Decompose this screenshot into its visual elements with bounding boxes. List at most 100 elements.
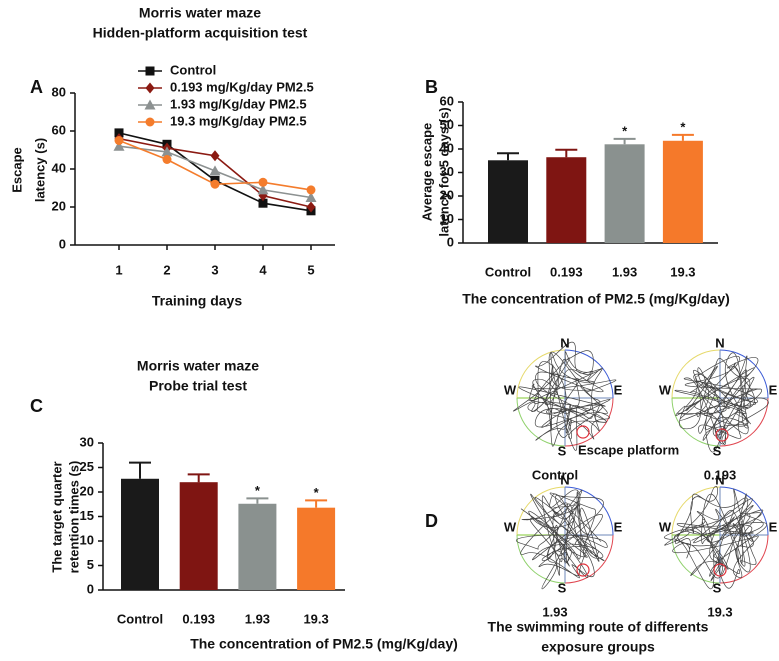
y-tick-label: 60 (52, 122, 66, 137)
y-tick-label: 0 (59, 236, 66, 251)
legend-label: 0.193 mg/Kg/day PM2.5 (170, 79, 314, 94)
compass-letter: W (504, 519, 517, 534)
x-tick-label: 4 (259, 262, 267, 277)
x-axis-label: Training days (152, 293, 242, 309)
y-tick-label: 40 (440, 140, 454, 155)
platform (576, 563, 590, 577)
x-tick-label: 0.193 (182, 611, 215, 626)
y-axis-label: latency (s) (32, 138, 47, 202)
panel-letter: D (425, 511, 438, 531)
compass-letter: S (713, 443, 722, 458)
chart-title: Probe trial test (149, 378, 247, 394)
marker (162, 155, 172, 164)
error-bar (671, 133, 694, 141)
marker (257, 184, 269, 195)
pool-arc (516, 349, 566, 399)
x-tick-label: Control (485, 264, 531, 279)
pool-arc (719, 534, 769, 584)
marker (306, 185, 316, 195)
significance: * (314, 485, 320, 500)
y-tick-label: 5 (87, 557, 94, 572)
marker (210, 150, 220, 162)
legend-label: 1.93 mg/Kg/day PM2.5 (170, 96, 307, 111)
x-axis-label: The concentration of PM2.5 (mg/Kg/day) (190, 636, 458, 652)
compass-letter: E (614, 382, 623, 397)
bar (604, 144, 645, 243)
swim-route (674, 352, 769, 453)
significance: * (255, 483, 261, 498)
error-bar (555, 148, 578, 158)
y-tick-label: 10 (80, 532, 94, 547)
platform-label: Escape platform (578, 442, 679, 457)
x-tick-label: 19.3 (670, 264, 695, 279)
pool-arc (516, 397, 566, 447)
compass-letter: N (560, 472, 569, 487)
y-tick-label: 40 (52, 160, 66, 175)
y-tick-label: 10 (440, 211, 454, 226)
compass-letter: E (614, 519, 623, 534)
platform (713, 563, 727, 577)
error-bar (305, 499, 328, 508)
x-tick-label: Control (117, 611, 163, 626)
error-bar (613, 137, 636, 145)
marker (114, 136, 124, 145)
error-bar (129, 461, 151, 479)
y-axis-label: retention times (s) (66, 461, 81, 574)
marker (145, 117, 155, 127)
significance: * (680, 119, 686, 134)
x-tick-label: 1.93 (612, 264, 637, 279)
platform (715, 428, 729, 442)
bar (179, 482, 218, 590)
pool-arc (516, 534, 566, 584)
panel-letter: B (425, 77, 438, 97)
marker (258, 177, 268, 187)
compass-letter: W (659, 382, 672, 397)
swim-route (516, 489, 608, 590)
pool-arc (719, 397, 769, 447)
error-bar (187, 473, 210, 483)
panel-letter: C (30, 396, 43, 416)
y-axis-label: Escape (9, 147, 24, 193)
bar (297, 507, 336, 590)
marker (114, 128, 124, 138)
pool-arc (564, 397, 614, 447)
marker (144, 99, 156, 110)
pool-arc (564, 486, 614, 536)
x-tick-label: 19.3 (303, 611, 328, 626)
y-tick-label: 20 (52, 198, 66, 213)
y-tick-label: 25 (80, 459, 94, 474)
chart-title: Hidden-platform acquisition test (93, 25, 308, 41)
marker (113, 140, 125, 151)
marker (161, 146, 173, 157)
x-tick-label: 1 (115, 262, 122, 277)
compass-letter: N (560, 335, 569, 350)
y-axis-label: latency for 5 days (s) (436, 107, 451, 236)
swim-route (664, 485, 768, 590)
compass-letter: E (769, 382, 778, 397)
pool-arc (671, 486, 721, 536)
marker (209, 165, 221, 176)
chart-title: Morris water maze (137, 358, 259, 374)
legend-label: Control (170, 62, 216, 77)
y-axis-label: Average escape (419, 123, 434, 222)
x-tick-label: 1.93 (245, 611, 270, 626)
pool-arc (671, 397, 721, 447)
x-tick-label: 0.193 (550, 264, 583, 279)
error-bar (246, 497, 269, 504)
pool-arc (719, 486, 769, 536)
y-tick-label: 0 (447, 234, 454, 249)
pool-arc (671, 534, 721, 584)
group-label: 1.93 (542, 604, 567, 619)
bar (238, 503, 277, 590)
y-tick-label: 60 (440, 93, 454, 108)
pool-arc (671, 349, 721, 399)
pool-arc (564, 534, 614, 584)
pool-arc (719, 349, 769, 399)
x-tick-label: 5 (307, 262, 314, 277)
chart-title: Morris water maze (139, 5, 261, 21)
bar (488, 160, 528, 243)
y-axis-label: The target quarter (49, 461, 64, 572)
group-label: 0.193 (704, 467, 737, 482)
marker (305, 192, 317, 202)
